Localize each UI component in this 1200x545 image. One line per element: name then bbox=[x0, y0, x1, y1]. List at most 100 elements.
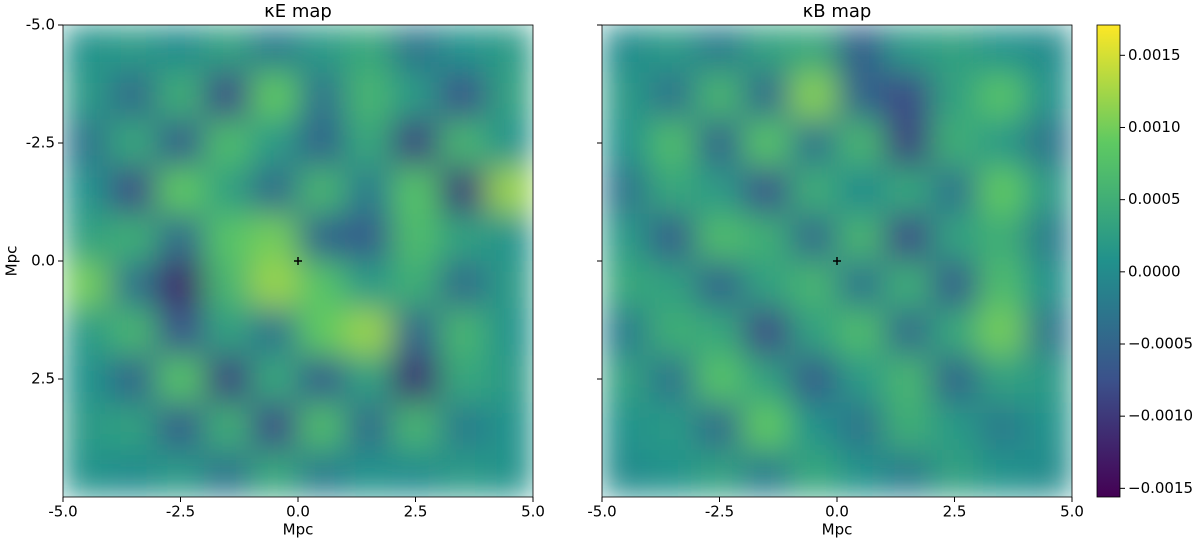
heatmap-cell bbox=[439, 402, 487, 451]
heatmap-cell bbox=[931, 119, 979, 168]
heatmap-cell bbox=[1025, 25, 1072, 73]
heatmap-cell bbox=[931, 449, 979, 497]
x-axis-label: Mpc bbox=[283, 521, 314, 539]
heatmap-cell bbox=[439, 449, 487, 497]
heatmap-cell bbox=[1025, 166, 1072, 215]
heatmap-cell bbox=[204, 166, 252, 215]
heatmap-cell bbox=[837, 355, 885, 404]
heatmap-cell bbox=[157, 449, 205, 497]
heatmap-cell bbox=[931, 166, 979, 215]
heatmap-cell bbox=[696, 449, 744, 497]
heatmap-cell bbox=[251, 119, 299, 168]
heatmap-cell bbox=[978, 72, 1026, 120]
heatmap-cell bbox=[63, 213, 111, 262]
heatmap-cell bbox=[486, 119, 533, 168]
heatmap-cell bbox=[486, 166, 533, 215]
heatmap-cell bbox=[345, 402, 393, 451]
heatmap-cell bbox=[204, 308, 252, 356]
heatmap-cell bbox=[63, 72, 111, 120]
heatmap-cell bbox=[790, 449, 838, 497]
heatmap-cell bbox=[931, 213, 979, 262]
heatmap-cell bbox=[204, 72, 252, 120]
heatmap-cell bbox=[743, 355, 791, 404]
heatmap-cell bbox=[110, 166, 158, 215]
heatmap-cell bbox=[298, 308, 346, 356]
heatmap-cell bbox=[486, 449, 533, 497]
heatmap-cell bbox=[298, 119, 346, 168]
heatmap-cell bbox=[204, 449, 252, 497]
heatmap-cell bbox=[978, 25, 1026, 73]
colorbar-tick-label: −0.0015 bbox=[1128, 479, 1193, 497]
heatmap-cell bbox=[63, 449, 111, 497]
heatmap-cell bbox=[392, 449, 440, 497]
heatmap-cell bbox=[931, 355, 979, 404]
heatmap-cell bbox=[63, 402, 111, 451]
x-tick-label: -2.5 bbox=[166, 503, 195, 521]
heatmap-cell bbox=[649, 355, 697, 404]
heatmap-cell bbox=[392, 72, 440, 120]
heatmap-cell bbox=[696, 72, 744, 120]
heatmap-cell bbox=[157, 402, 205, 451]
heatmap-cell bbox=[486, 25, 533, 73]
heatmap-cell bbox=[110, 25, 158, 73]
heatmap-cell bbox=[931, 402, 979, 451]
heatmap-cell bbox=[790, 25, 838, 73]
heatmap-cell bbox=[345, 449, 393, 497]
heatmap-cell bbox=[978, 213, 1026, 262]
chart-title: κE map bbox=[264, 1, 332, 22]
heatmap-cell bbox=[1025, 72, 1072, 120]
heatmap-cell bbox=[63, 119, 111, 168]
heatmap-cell bbox=[251, 308, 299, 356]
heatmap-cell bbox=[602, 449, 650, 497]
heatmap-cell bbox=[345, 119, 393, 168]
heatmap-cell bbox=[486, 308, 533, 356]
heatmap-cell bbox=[439, 261, 487, 309]
heatmap-cell bbox=[345, 261, 393, 309]
heatmap-cell bbox=[837, 166, 885, 215]
heatmap-cell bbox=[978, 119, 1026, 168]
center-marker bbox=[833, 257, 841, 265]
heatmap-cell bbox=[204, 25, 252, 73]
heatmap-cell bbox=[837, 213, 885, 262]
heatmap-cell bbox=[439, 355, 487, 404]
heatmap-cell bbox=[696, 25, 744, 73]
heatmap-cell bbox=[345, 166, 393, 215]
heatmap-cell bbox=[790, 355, 838, 404]
y-axis-label: Mpc bbox=[3, 246, 21, 277]
heatmap-cell bbox=[837, 308, 885, 356]
heatmap-cell bbox=[110, 119, 158, 168]
heatmap-cell bbox=[884, 308, 932, 356]
heatmap-cell bbox=[931, 308, 979, 356]
heatmap-cell bbox=[1025, 213, 1072, 262]
heatmap-cell bbox=[486, 355, 533, 404]
heatmap-cell bbox=[696, 166, 744, 215]
heatmap-cell bbox=[392, 119, 440, 168]
heatmap-cell bbox=[649, 449, 697, 497]
heatmap-cell bbox=[884, 25, 932, 73]
heatmap-cell bbox=[63, 25, 111, 73]
heatmap-cell bbox=[602, 402, 650, 451]
colorbar-tick-label: 0.0000 bbox=[1128, 262, 1181, 280]
heatmap-cell bbox=[251, 72, 299, 120]
heatmap-cell bbox=[298, 72, 346, 120]
heatmap-cell bbox=[298, 402, 346, 451]
x-tick-label: -2.5 bbox=[705, 503, 734, 521]
heatmap-cell bbox=[743, 72, 791, 120]
heatmap-cell bbox=[345, 308, 393, 356]
heatmap-cell bbox=[696, 119, 744, 168]
heatmap-cell bbox=[110, 308, 158, 356]
x-tick-label: 0.0 bbox=[825, 503, 849, 521]
heatmap-cell bbox=[837, 261, 885, 309]
heatmap-cell bbox=[884, 355, 932, 404]
heatmap-cell bbox=[649, 213, 697, 262]
colorbar bbox=[1096, 24, 1121, 498]
heatmap-cell bbox=[602, 308, 650, 356]
heatmap-cell bbox=[1025, 119, 1072, 168]
heatmap-cell bbox=[439, 119, 487, 168]
heatmap-cell bbox=[345, 72, 393, 120]
heatmap-cell bbox=[790, 213, 838, 262]
heatmap-cell bbox=[884, 261, 932, 309]
heatmap-cell bbox=[298, 355, 346, 404]
heatmap-cell bbox=[157, 213, 205, 262]
